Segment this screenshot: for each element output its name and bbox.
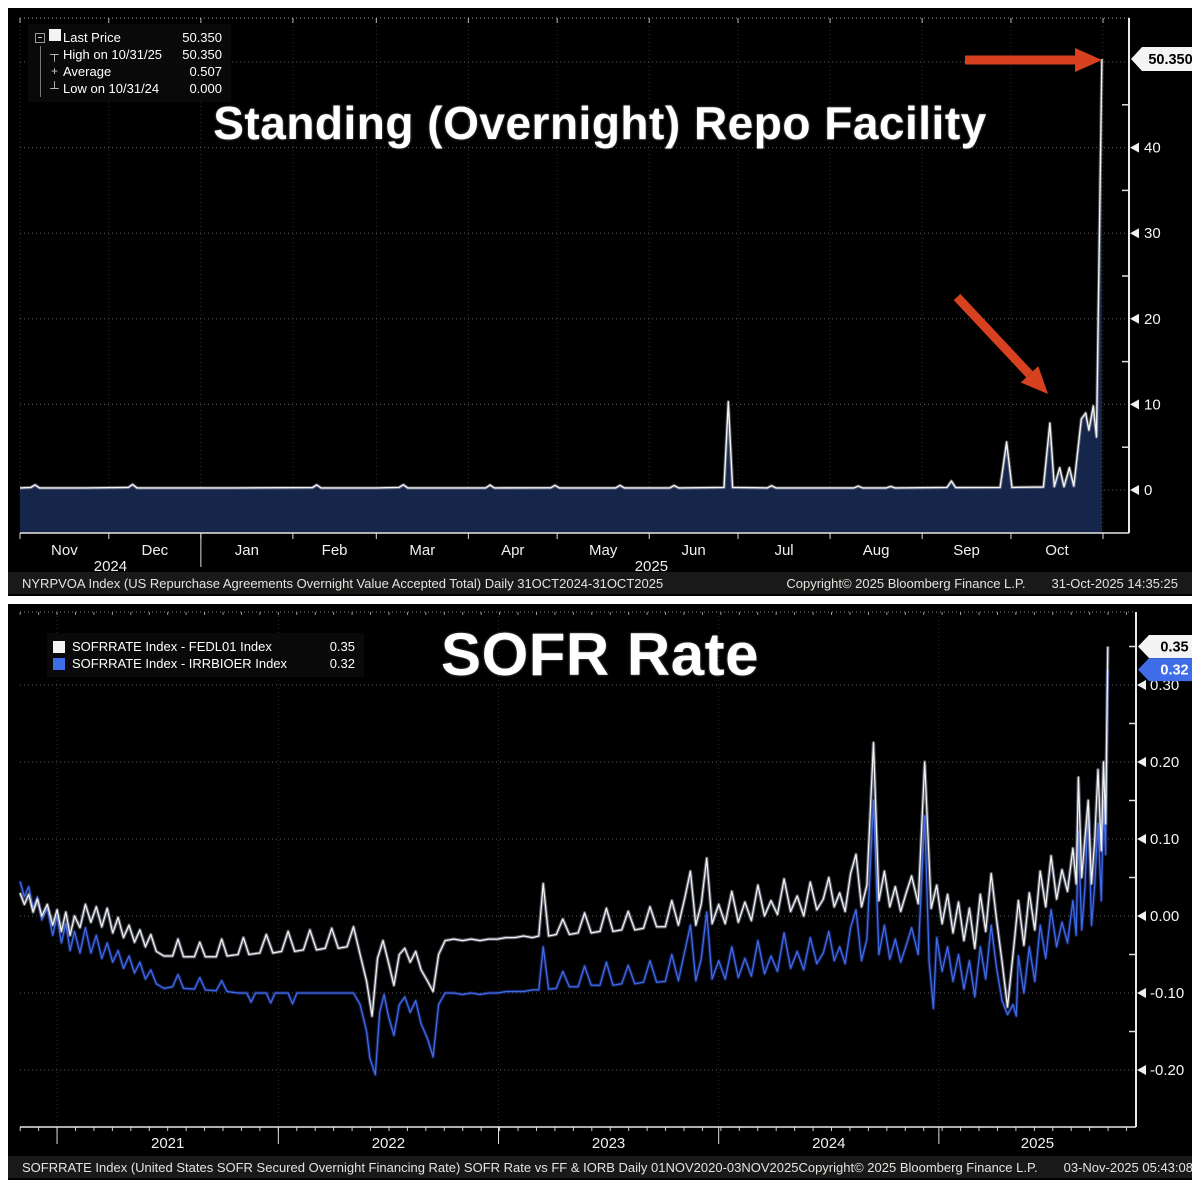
legend-bracket (39, 63, 41, 80)
svg-text:2023: 2023 (592, 1135, 625, 1152)
legend-expander-icon (34, 29, 46, 46)
legend-value: 0.507 (189, 64, 222, 79)
sofr-rate-chart-panel: 0.30 0.20 0.10 0.00 -0.10 -0.20 2021 2022 2023 20… (8, 604, 1192, 1180)
legend-bracket (39, 80, 41, 97)
svg-text:Nov: Nov (51, 542, 78, 559)
sofr-ff-swatch-icon (53, 640, 65, 653)
svg-text:May: May (589, 542, 618, 559)
repo-footer: NYRPVOA Index (US Repurchase Agreements … (8, 572, 1192, 594)
svg-text:-0.20: -0.20 (1150, 1062, 1184, 1079)
sofr-chart-canvas: 0.30 0.20 0.10 0.00 -0.10 -0.20 2021 2022 2023 20… (18, 611, 1192, 1152)
legend-value: 50.350 (182, 30, 222, 45)
svg-text:50.350: 50.350 (1148, 52, 1192, 68)
footer-copyright: Copyright© 2025 Bloomberg Finance L.P. (786, 575, 1026, 591)
svg-text:30: 30 (1144, 225, 1161, 242)
svg-text:Mar: Mar (409, 542, 435, 559)
last-price-badge (1131, 47, 1192, 72)
legend-label: SOFRRATE Index - IRRBIOER Index (72, 656, 288, 671)
legend-label: SOFRRATE Index - FEDL01 Index (72, 639, 272, 654)
svg-text:0.20: 0.20 (1150, 754, 1179, 771)
sofr-iorb-swatch-icon (53, 657, 65, 670)
svg-text:Jun: Jun (682, 542, 706, 559)
legend-label: Low on 10/31/24 (63, 81, 160, 96)
svg-text:0.10: 0.10 (1150, 831, 1179, 848)
sofr-iorb-line (19, 669, 1109, 1076)
sofr-iorb-glow (18, 669, 1110, 1077)
repo-legend: Last Price 50.350 ┬ High on 10/31/25 50.… (28, 24, 231, 102)
legend-row-average: + Average 0.507 (34, 63, 222, 80)
high-whisker-icon: ┬ (50, 47, 59, 61)
svg-text:Oct: Oct (1045, 542, 1069, 559)
svg-text:Apr: Apr (501, 542, 524, 559)
legend-row-high: ┬ High on 10/31/25 50.350 (34, 46, 222, 63)
repo-series-line (19, 58, 1103, 489)
sofr-legend: SOFRRATE Index - FEDL01 Index 0.35 SOFRR… (47, 633, 364, 677)
last-price-swatch-icon (48, 29, 61, 41)
legend-label: High on 10/31/25 (63, 47, 163, 62)
legend-value: 0.35 (329, 639, 355, 654)
footer-timestamp: 03-Nov-2025 05:43:08 (1063, 1159, 1192, 1175)
svg-text:2025: 2025 (1021, 1135, 1054, 1152)
average-marker-icon: + (50, 64, 58, 78)
svg-text:Feb: Feb (322, 542, 348, 559)
repo-axis-labels: 0 10 20 30 40 Nov Dec Jan Feb Mar Apr May Jun Jul Aug S… (51, 140, 1161, 575)
sofr-ff-line (19, 646, 1109, 1017)
sofr-iorb-badge (1138, 658, 1192, 682)
svg-text:2024: 2024 (94, 558, 127, 575)
legend-row-sofr-ff: SOFRRATE Index - FEDL01 Index 0.35 (53, 638, 355, 655)
sofr-axis-labels: 0.30 0.20 0.10 0.00 -0.10 -0.20 2021 2022 2023 20… (151, 677, 1184, 1152)
svg-text:Sep: Sep (953, 542, 980, 559)
svg-text:2024: 2024 (812, 1135, 845, 1152)
svg-text:0.30: 0.30 (1150, 677, 1179, 694)
footer-timestamp: 31-Oct-2025 14:35:25 (1051, 575, 1178, 591)
footer-description: NYRPVOA Index (US Repurchase Agreements … (22, 575, 664, 591)
legend-bracket (39, 46, 41, 63)
svg-text:2021: 2021 (151, 1135, 184, 1152)
svg-text:0.00: 0.00 (1150, 908, 1179, 925)
svg-text:40: 40 (1144, 140, 1161, 157)
svg-text:0.32: 0.32 (1160, 663, 1188, 679)
legend-row-last-price: Last Price 50.350 (34, 29, 222, 46)
sofr-ff-badge (1138, 635, 1192, 658)
footer-description: SOFRRATE Index (United States SOFR Secur… (22, 1159, 799, 1175)
legend-value: 0.000 (189, 81, 222, 96)
svg-text:10: 10 (1144, 396, 1161, 413)
legend-row-sofr-iorb: SOFRRATE Index - IRRBIOER Index 0.32 (53, 655, 355, 672)
svg-text:Dec: Dec (141, 542, 168, 559)
low-whisker-icon: ┴ (50, 81, 59, 95)
svg-text:2022: 2022 (372, 1135, 405, 1152)
svg-text:0: 0 (1144, 482, 1152, 499)
sofr-chart-title: SOFR Rate (441, 621, 759, 688)
svg-text:2025: 2025 (635, 558, 668, 575)
repo-axes (19, 17, 1130, 567)
repo-chart-title: Standing (Overnight) Repo Facility (213, 97, 987, 149)
svg-text:20: 20 (1144, 311, 1161, 328)
sofr-footer: SOFRRATE Index (United States SOFR Secur… (8, 1156, 1192, 1178)
repo-chart-canvas: 0 10 20 30 40 Nov Dec Jan Feb Mar Apr May Jun Jul Aug S… (19, 17, 1192, 575)
legend-row-low: ┴ Low on 10/31/24 0.000 (34, 80, 222, 97)
legend-value: 50.350 (182, 47, 222, 62)
legend-value: 0.32 (329, 656, 355, 671)
sofr-gridlines (20, 612, 1136, 1127)
legend-label: Last Price (63, 30, 121, 45)
repo-facility-chart-panel: 0 10 20 30 40 Nov Dec Jan Feb Mar Apr May Jun Jul Aug S… (8, 8, 1192, 596)
annotation-arrow-1 (965, 48, 1102, 72)
svg-text:0.35: 0.35 (1160, 640, 1188, 656)
sofr-axes (19, 611, 1137, 1144)
annotation-arrow-2 (953, 293, 1048, 394)
svg-text:Jan: Jan (235, 542, 259, 559)
svg-text:Aug: Aug (863, 542, 890, 559)
svg-text:Jul: Jul (774, 542, 793, 559)
footer-copyright: Copyright© 2025 Bloomberg Finance L.P. (798, 1159, 1038, 1175)
legend-label: Average (63, 64, 112, 79)
svg-text:-0.10: -0.10 (1150, 985, 1184, 1002)
